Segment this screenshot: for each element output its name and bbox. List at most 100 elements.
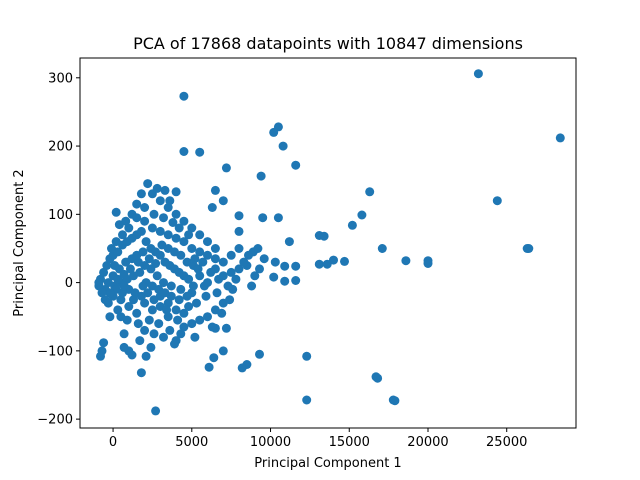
data-point: [118, 230, 127, 240]
data-point: [176, 284, 186, 294]
data-point: [103, 298, 113, 308]
data-point: [159, 278, 168, 288]
data-point: [204, 362, 214, 372]
data-point: [184, 274, 194, 284]
y-tick-label: 0: [65, 276, 73, 291]
data-point: [122, 315, 132, 325]
data-point: [124, 302, 134, 311]
data-point: [218, 257, 228, 267]
data-point: [163, 298, 173, 308]
data-point: [182, 291, 192, 301]
data-point: [111, 207, 121, 217]
data-point: [141, 237, 151, 247]
data-point: [377, 244, 387, 253]
data-point: [195, 315, 205, 325]
data-point: [140, 216, 150, 226]
data-point: [140, 325, 150, 335]
data-point: [124, 223, 134, 233]
data-point: [151, 259, 161, 268]
data-point: [121, 257, 131, 267]
data-point: [141, 351, 151, 361]
data-point: [151, 406, 161, 416]
data-point: [210, 254, 220, 264]
data-point: [179, 216, 189, 226]
data-point: [273, 213, 283, 223]
data-point: [207, 203, 217, 212]
data-point: [203, 312, 212, 322]
y-tick-label: 100: [48, 208, 73, 223]
data-point: [143, 288, 153, 298]
data-point: [102, 261, 112, 270]
data-point: [136, 226, 146, 236]
data-point: [207, 322, 217, 332]
data-point: [193, 264, 203, 274]
data-point: [149, 209, 159, 219]
data-point: [234, 264, 244, 274]
data-point: [171, 209, 181, 219]
data-point: [113, 305, 123, 315]
data-point: [198, 257, 208, 267]
data-point: [132, 199, 142, 209]
data-point: [278, 141, 288, 151]
data-point: [357, 210, 367, 220]
data-point: [237, 363, 247, 373]
data-point: [314, 259, 324, 269]
data-point: [373, 373, 383, 383]
data-point: [132, 213, 142, 223]
data-point: [184, 302, 194, 311]
data-point: [132, 308, 142, 318]
data-point: [340, 256, 349, 266]
data-point: [155, 226, 165, 236]
data-point: [221, 323, 231, 333]
data-point: [187, 319, 197, 329]
data-point: [173, 315, 183, 325]
data-point: [269, 127, 279, 137]
data-point: [239, 257, 249, 267]
data-point: [473, 69, 483, 79]
data-point: [226, 267, 236, 277]
data-point: [291, 160, 301, 170]
data-point: [555, 133, 565, 143]
data-point: [291, 261, 301, 271]
data-point: [524, 244, 534, 253]
data-point: [146, 342, 156, 352]
data-point: [258, 213, 268, 223]
x-tick-label: 10000: [250, 435, 291, 450]
data-point: [160, 185, 170, 195]
data-point: [190, 254, 200, 264]
data-point: [94, 278, 104, 288]
data-point: [322, 259, 332, 269]
data-point: [217, 308, 227, 318]
data-point: [209, 353, 219, 363]
data-point: [143, 179, 153, 189]
data-point: [99, 267, 109, 277]
data-point: [234, 226, 244, 236]
data-point: [253, 244, 263, 253]
data-point: [203, 250, 212, 260]
data-point: [195, 247, 205, 257]
data-point: [152, 183, 162, 193]
y-axis-ticks: −200 −100 0 100 200 300: [37, 71, 80, 428]
data-point: [99, 338, 109, 348]
data-point: [138, 247, 148, 257]
data-point: [302, 351, 312, 361]
data-point: [179, 237, 189, 247]
data-point: [138, 281, 148, 291]
x-tick-label: 15000: [329, 435, 370, 450]
data-point: [206, 267, 216, 277]
data-point: [162, 305, 172, 315]
data-point: [390, 396, 400, 406]
data-point: [149, 329, 159, 339]
data-point: [165, 196, 175, 206]
data-point: [247, 281, 257, 291]
data-point: [125, 264, 135, 274]
data-point: [226, 250, 236, 260]
data-point: [347, 220, 357, 230]
y-tick-label: −100: [37, 344, 73, 359]
data-point: [144, 315, 154, 325]
data-point: [270, 257, 280, 267]
data-point: [223, 281, 233, 291]
x-tick-label: 0: [109, 435, 117, 450]
data-point: [152, 271, 162, 281]
x-axis-label: Principal Component 1: [254, 456, 401, 471]
